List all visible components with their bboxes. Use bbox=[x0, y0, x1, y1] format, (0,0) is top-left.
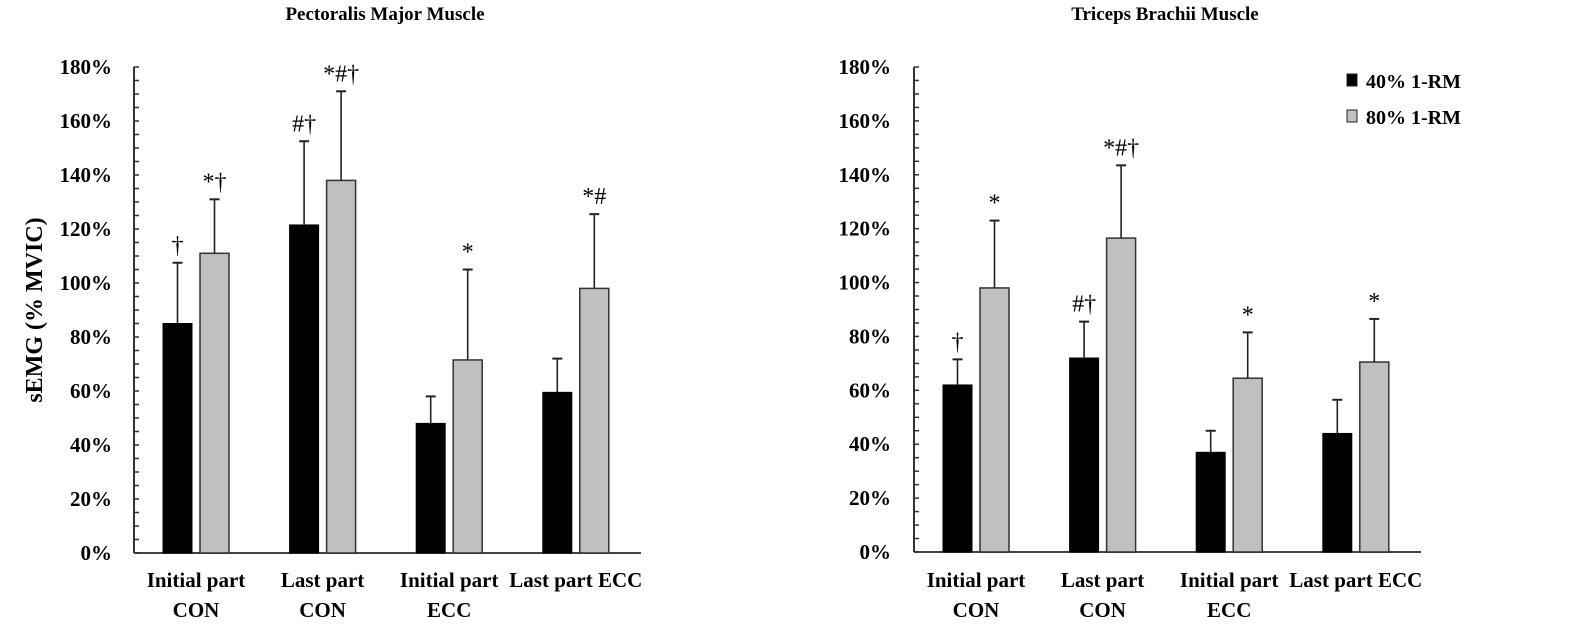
y-tick-label: 20% bbox=[849, 486, 891, 510]
bar-80-1-rm-2 bbox=[1232, 377, 1263, 553]
x-tick-label: Initial part bbox=[927, 568, 1026, 592]
significance-marker: * bbox=[1368, 289, 1380, 315]
bar-80-1-rm-1 bbox=[325, 179, 357, 554]
chart-pectoralis: Pectoralis Major Muscle sEMG (% MVIC) 0% 20… bbox=[22, 4, 642, 622]
bar-40-1-rm-2 bbox=[415, 422, 446, 554]
x-tick-label: Initial part bbox=[1180, 568, 1279, 592]
y-tick-label: 80% bbox=[70, 325, 112, 349]
significance-marker: *# bbox=[582, 184, 606, 210]
y-tick-label: 160% bbox=[839, 109, 892, 133]
y-tick-label: 0% bbox=[860, 540, 892, 564]
bar-80-1-rm-2 bbox=[452, 359, 483, 554]
legend-swatch bbox=[1346, 109, 1358, 123]
legend-swatch bbox=[1346, 73, 1358, 87]
bar-40-1-rm-2 bbox=[1195, 451, 1226, 553]
x-tick-label: Last part ECC bbox=[509, 568, 642, 592]
x-tick-label: CON bbox=[299, 598, 346, 622]
significance-marker: #† bbox=[1072, 292, 1096, 318]
y-tick-label: 100% bbox=[60, 271, 113, 295]
x-tick-label: Last part bbox=[281, 568, 364, 592]
significance-marker: † bbox=[172, 233, 184, 259]
x-tick-label: Last part bbox=[1061, 568, 1144, 592]
y-tick-label: 60% bbox=[849, 378, 891, 402]
significance-marker: *#† bbox=[1103, 135, 1139, 161]
legend-label: 80% 1-RM bbox=[1366, 107, 1461, 129]
bar-40-1-rm-3 bbox=[1322, 432, 1353, 553]
bar-40-1-rm-1 bbox=[1069, 357, 1100, 553]
chart-title: Pectoralis Major Muscle bbox=[285, 4, 484, 25]
bar-80-1-rm-3 bbox=[1359, 361, 1390, 553]
x-tick-label: Last part ECC bbox=[1289, 568, 1422, 592]
bar-40-1-rm-0 bbox=[162, 323, 193, 554]
y-tick-label: 180% bbox=[839, 55, 892, 79]
significance-marker: † bbox=[952, 329, 964, 355]
bar-40-1-rm-1 bbox=[289, 224, 320, 554]
y-tick-label: 140% bbox=[60, 163, 113, 187]
y-tick-label: 20% bbox=[70, 487, 112, 511]
y-tick-label: 80% bbox=[849, 324, 891, 348]
significance-marker: * bbox=[989, 191, 1001, 217]
x-tick-label: ECC bbox=[427, 598, 471, 622]
y-tick-label: 100% bbox=[839, 271, 892, 295]
y-tick-label: 180% bbox=[60, 55, 113, 79]
x-tick-label: ECC bbox=[1207, 598, 1251, 622]
y-tick-label: 40% bbox=[70, 433, 112, 457]
significance-marker: #† bbox=[292, 111, 316, 137]
legend-label: 40% 1-RM bbox=[1366, 71, 1461, 93]
x-tick-label: Initial part bbox=[147, 568, 246, 592]
y-tick-label: 140% bbox=[839, 163, 892, 187]
x-tick-label: Initial part bbox=[400, 568, 499, 592]
x-tick-label: CON bbox=[1079, 598, 1126, 622]
chart-title: Triceps Brachii Muscle bbox=[1071, 4, 1259, 25]
y-tick-label: 60% bbox=[70, 379, 112, 403]
significance-marker: * bbox=[1242, 302, 1254, 328]
y-tick-label: 160% bbox=[60, 109, 113, 133]
chart-triceps: Triceps Brachii Muscle 0% 20% 40% 60% 80% 100%… bbox=[839, 4, 1462, 622]
significance-marker: *† bbox=[203, 169, 227, 195]
bar-80-1-rm-0 bbox=[979, 287, 1010, 553]
y-tick-label: 120% bbox=[60, 217, 113, 241]
y-axis-label: sEMG (% MVIC) bbox=[22, 217, 48, 402]
y-tick-label: 120% bbox=[839, 217, 892, 241]
significance-marker: * bbox=[462, 240, 474, 266]
x-tick-label: CON bbox=[173, 598, 220, 622]
bar-40-1-rm-3 bbox=[542, 391, 573, 554]
significance-marker: *#† bbox=[323, 61, 359, 87]
bar-40-1-rm-0 bbox=[942, 384, 973, 553]
bar-80-1-rm-1 bbox=[1105, 237, 1137, 553]
bar-80-1-rm-0 bbox=[199, 252, 230, 554]
y-tick-label: 40% bbox=[849, 432, 891, 456]
x-tick-label: CON bbox=[953, 598, 1000, 622]
bar-80-1-rm-3 bbox=[579, 287, 610, 554]
y-tick-label: 0% bbox=[81, 541, 113, 565]
